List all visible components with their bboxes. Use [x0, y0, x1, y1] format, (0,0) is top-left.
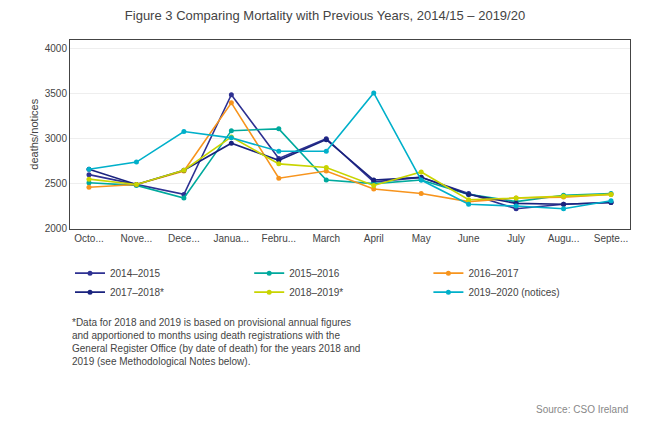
svg-text:Octo...: Octo...	[74, 233, 103, 244]
svg-text:Nove...: Nove...	[121, 233, 153, 244]
svg-text:June: June	[458, 233, 480, 244]
svg-text:2017–2018*: 2017–2018*	[110, 287, 164, 298]
svg-text:Augu...: Augu...	[548, 233, 580, 244]
svg-text:Febru...: Febru...	[262, 233, 296, 244]
svg-text:2018–2019*: 2018–2019*	[289, 287, 343, 298]
svg-text:2019–2020 (notices): 2019–2020 (notices)	[468, 287, 559, 298]
svg-text:July: July	[507, 233, 525, 244]
svg-text:Septe...: Septe...	[594, 233, 628, 244]
svg-text:*Data for 2018 and 2019 is bas: *Data for 2018 and 2019 is based on prov…	[72, 317, 360, 367]
svg-text:May: May	[412, 233, 431, 244]
svg-text:3000: 3000	[45, 133, 68, 144]
svg-text:deaths/notices: deaths/notices	[28, 98, 40, 169]
svg-text:2014–2015: 2014–2015	[110, 268, 160, 279]
svg-text:April: April	[364, 233, 384, 244]
svg-text:2000: 2000	[45, 223, 68, 234]
svg-text:2016–2017: 2016–2017	[468, 268, 518, 279]
svg-text:Janua...: Janua...	[214, 233, 250, 244]
svg-text:2500: 2500	[45, 178, 68, 189]
svg-text:Dece...: Dece...	[168, 233, 200, 244]
svg-text:Figure 3 Comparing Mortality w: Figure 3 Comparing Mortality with Previo…	[125, 8, 525, 23]
svg-text:March: March	[312, 233, 340, 244]
svg-text:Source: CSO Ireland: Source: CSO Ireland	[536, 404, 628, 415]
svg-text:3500: 3500	[45, 88, 68, 99]
svg-text:4000: 4000	[45, 43, 68, 54]
svg-text:2015–2016: 2015–2016	[289, 268, 339, 279]
